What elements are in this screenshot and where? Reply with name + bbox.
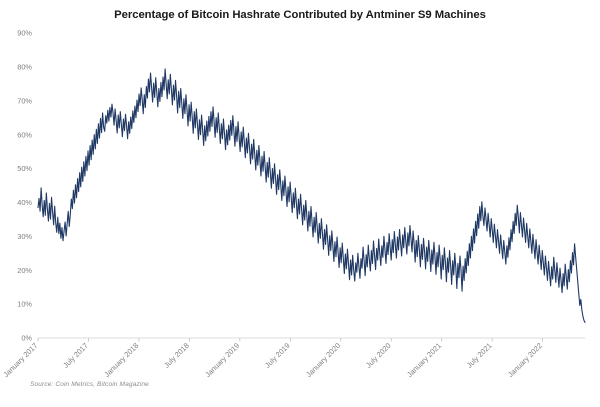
- x-axis-tick-label: January 2022: [506, 341, 544, 379]
- x-axis-tick-label: January 2019: [203, 341, 241, 379]
- y-axis-tick-label: 20%: [17, 266, 32, 275]
- x-axis-tick-label: July 2018: [162, 341, 191, 370]
- y-axis-tick-label: 90%: [17, 29, 32, 38]
- y-axis-tick-label: 60%: [17, 130, 32, 139]
- x-axis-tick-label: January 2020: [304, 341, 342, 379]
- x-axis-tick-label: January 2017: [1, 341, 39, 379]
- y-axis-tick-label: 80%: [17, 62, 32, 71]
- data-series-line: [37, 68, 586, 323]
- y-axis-tick-label: 10%: [17, 300, 32, 309]
- series-line-antminer-s9-share: [37, 68, 586, 323]
- x-axis-tick-label: July 2019: [263, 341, 292, 370]
- x-axis-tick-label: July 2020: [364, 341, 393, 370]
- y-axis-tick-label: 30%: [17, 232, 32, 241]
- x-axis-tick-labels: January 2017 July 2017 January 2018 July 20…: [1, 341, 544, 379]
- y-axis-tick-label: 50%: [17, 164, 32, 173]
- y-axis-tick-label: 70%: [17, 96, 32, 105]
- y-axis-tick-label: 40%: [17, 198, 32, 207]
- x-axis-tick-label: January 2018: [102, 341, 140, 379]
- y-axis-tick-labels: 90% 80% 70% 60% 50% 40% 30% 20% 10% 0%: [17, 29, 32, 343]
- x-axis-tick-label: July 2017: [61, 341, 90, 370]
- source-note: Source: Coin Metrics, Bitcoin Magazine: [30, 381, 149, 388]
- page-title: Percentage of Bitcoin Hashrate Contribut…: [114, 9, 486, 21]
- x-axis-tick-marks: [37, 338, 543, 342]
- x-axis-tick-label: January 2021: [405, 341, 443, 379]
- x-axis-tick-label: July 2021: [465, 341, 494, 370]
- y-axis-tick-label: 0%: [21, 334, 32, 343]
